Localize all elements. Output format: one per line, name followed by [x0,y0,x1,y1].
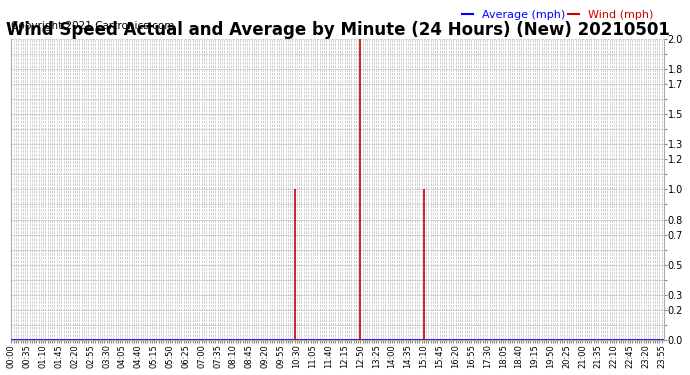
Title: Wind Speed Actual and Average by Minute (24 Hours) (New) 20210501: Wind Speed Actual and Average by Minute … [6,21,669,39]
Legend: Average (mph), Wind (mph): Average (mph), Wind (mph) [457,5,658,24]
Text: Copyright 2021 Cartronics.com: Copyright 2021 Cartronics.com [12,21,175,31]
